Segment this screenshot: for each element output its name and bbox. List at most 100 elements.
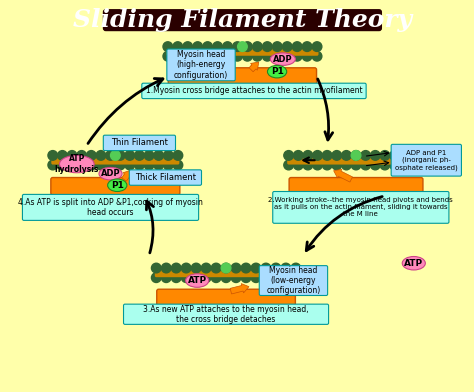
Circle shape (291, 273, 301, 283)
Text: ATP
hydrolysis: ATP hydrolysis (55, 154, 99, 174)
Circle shape (243, 42, 252, 51)
Circle shape (154, 151, 164, 160)
FancyBboxPatch shape (157, 289, 295, 307)
Circle shape (183, 51, 192, 61)
FancyBboxPatch shape (287, 156, 425, 165)
Circle shape (303, 160, 313, 170)
Circle shape (342, 160, 351, 170)
Circle shape (271, 273, 281, 283)
Circle shape (191, 263, 201, 273)
Ellipse shape (108, 179, 127, 192)
FancyArrow shape (230, 283, 249, 294)
Circle shape (253, 51, 262, 61)
Circle shape (243, 51, 252, 61)
FancyBboxPatch shape (103, 135, 175, 151)
Circle shape (342, 151, 351, 160)
Circle shape (351, 151, 361, 160)
Circle shape (409, 151, 419, 160)
FancyArrowPatch shape (120, 176, 127, 186)
Circle shape (253, 42, 262, 51)
Circle shape (96, 160, 106, 170)
Circle shape (173, 42, 182, 51)
Circle shape (312, 42, 322, 51)
Circle shape (281, 273, 291, 283)
Text: ATP: ATP (188, 276, 207, 285)
Circle shape (283, 42, 292, 51)
Circle shape (284, 160, 293, 170)
Circle shape (361, 151, 371, 160)
Circle shape (164, 151, 173, 160)
Circle shape (86, 160, 96, 170)
FancyBboxPatch shape (167, 49, 235, 81)
FancyBboxPatch shape (22, 194, 199, 220)
Circle shape (223, 42, 232, 51)
Circle shape (77, 151, 86, 160)
Text: ADP: ADP (273, 54, 292, 64)
Circle shape (135, 151, 144, 160)
Circle shape (110, 151, 120, 160)
Circle shape (164, 160, 173, 170)
Circle shape (390, 160, 400, 170)
Circle shape (163, 51, 173, 61)
Circle shape (332, 151, 342, 160)
Circle shape (302, 51, 312, 61)
Circle shape (390, 151, 400, 160)
Circle shape (193, 51, 202, 61)
FancyBboxPatch shape (289, 178, 423, 195)
Circle shape (115, 160, 125, 170)
Circle shape (371, 160, 380, 170)
Circle shape (231, 273, 241, 283)
Circle shape (57, 160, 67, 170)
Circle shape (284, 151, 293, 160)
Text: 1.Myosin cross bridge attaches to the actin myofilament: 1.Myosin cross bridge attaches to the ac… (146, 86, 362, 95)
FancyBboxPatch shape (273, 192, 449, 223)
Circle shape (261, 273, 271, 283)
Circle shape (313, 151, 322, 160)
Circle shape (183, 42, 192, 51)
Circle shape (106, 151, 115, 160)
FancyArrow shape (249, 62, 259, 72)
Circle shape (173, 151, 183, 160)
Text: 3.As new ATP attaches to the myosin head,
the cross bridge detaches: 3.As new ATP attaches to the myosin head… (143, 305, 309, 324)
Circle shape (281, 263, 291, 273)
Circle shape (67, 160, 77, 170)
Circle shape (203, 42, 212, 51)
Circle shape (57, 151, 67, 160)
Circle shape (135, 160, 144, 170)
FancyBboxPatch shape (259, 266, 328, 296)
Circle shape (361, 160, 371, 170)
Text: Myosin head
(high-energy
configuration): Myosin head (high-energy configuration) (174, 50, 228, 80)
Circle shape (409, 160, 419, 170)
Circle shape (221, 263, 231, 273)
Circle shape (371, 151, 380, 160)
Circle shape (302, 42, 312, 51)
FancyBboxPatch shape (155, 269, 297, 277)
Ellipse shape (60, 155, 94, 173)
Circle shape (351, 151, 361, 160)
Circle shape (163, 42, 173, 51)
Circle shape (241, 273, 251, 283)
Text: P1: P1 (271, 67, 283, 76)
Circle shape (233, 42, 242, 51)
Circle shape (211, 273, 221, 283)
Circle shape (213, 42, 222, 51)
Circle shape (292, 51, 302, 61)
Circle shape (251, 263, 261, 273)
Circle shape (322, 160, 332, 170)
FancyBboxPatch shape (168, 68, 317, 85)
Circle shape (221, 273, 231, 283)
Circle shape (162, 273, 171, 283)
Circle shape (419, 151, 428, 160)
Circle shape (292, 42, 302, 51)
Circle shape (48, 160, 57, 170)
Circle shape (332, 160, 342, 170)
Text: 4.As ATP is split into ADP &P1,cocking of myosin
head occurs: 4.As ATP is split into ADP &P1,cocking o… (18, 198, 203, 217)
Text: Thick Filament: Thick Filament (135, 173, 196, 182)
Circle shape (201, 273, 211, 283)
Circle shape (303, 151, 313, 160)
Circle shape (273, 51, 282, 61)
Circle shape (380, 151, 390, 160)
Circle shape (241, 263, 251, 273)
FancyArrow shape (122, 170, 131, 181)
Circle shape (233, 51, 242, 61)
